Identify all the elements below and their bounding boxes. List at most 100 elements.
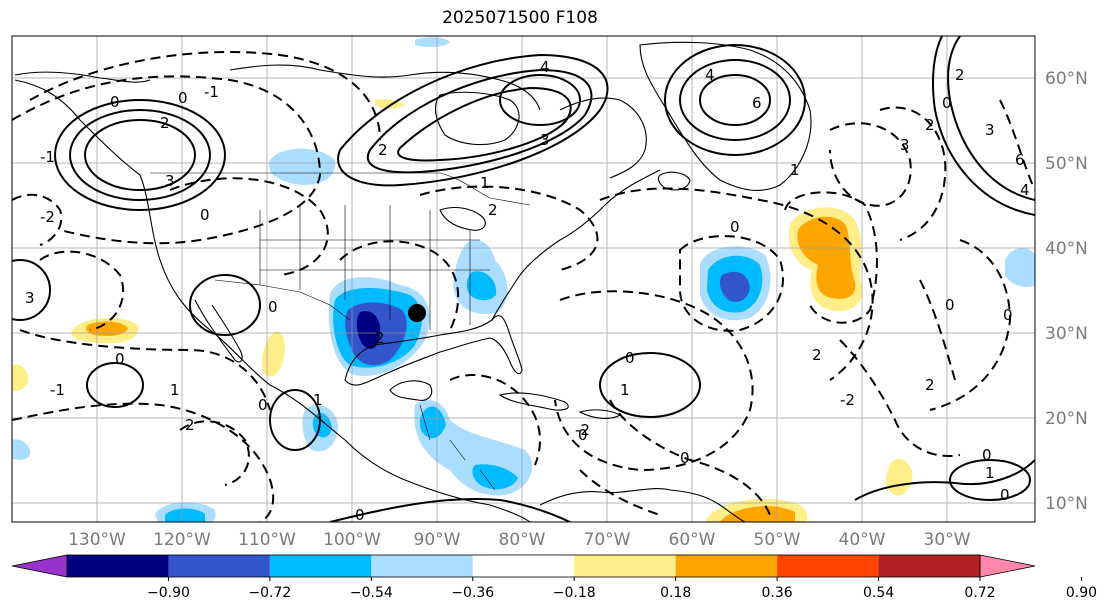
contour-neg-20 — [179, 420, 250, 486]
contour-label-3-d: 3 — [900, 136, 910, 154]
lon-label-60w: 60°W — [669, 530, 716, 550]
coast-great-lakes — [439, 206, 486, 231]
contour-label-0-d: 0 — [115, 350, 125, 368]
coast-gulf-mexico — [344, 315, 523, 386]
colorbar-tick-label: 0.36 — [762, 585, 793, 601]
colorbar-extend-low — [11, 554, 68, 578]
contour-label-6-b: 6 — [1015, 151, 1025, 169]
border-us-canada — [150, 172, 531, 206]
lon-label-90w: 90°W — [414, 530, 461, 550]
border-central-america — [419, 404, 496, 491]
lon-label-100w: 100°W — [323, 530, 381, 550]
contour-label-2-d: 2 — [378, 141, 388, 159]
coast-cuba — [498, 392, 569, 411]
contour-pos-pac — [86, 362, 144, 408]
contour-neg-16 — [449, 374, 541, 466]
lon-label-130w: 130°W — [68, 530, 126, 550]
contour-neg-7 — [784, 191, 878, 324]
colorbar-segment — [371, 555, 473, 577]
colorbar-tick-label: 0.54 — [863, 585, 894, 601]
contour-pos-west-1 — [84, 119, 196, 191]
contour-label-0-o: 0 — [1000, 486, 1010, 504]
contour-label-0-b: 0 — [178, 89, 188, 107]
contour-neg-1 — [12, 75, 322, 245]
contour-neg-11 — [554, 290, 754, 472]
contour-neg-9 — [829, 122, 912, 207]
contour-label-2-e: 2 — [488, 201, 498, 219]
lon-label-50w: 50°W — [754, 530, 801, 550]
shade-light-blue-can — [269, 148, 336, 185]
contour-pos-atl — [599, 352, 701, 418]
contour-label-neg1-c: -1 — [50, 381, 65, 399]
lat-label-40n: 40°N — [1045, 239, 1088, 259]
contour-label-2-a: 2 — [160, 114, 170, 132]
contour-label-0-h: 0 — [730, 218, 740, 236]
contour-label-neg1-b: -1 — [40, 148, 55, 166]
contour-pos-se — [949, 459, 1031, 501]
shade-cyan-car — [419, 406, 446, 439]
contour-label-neg1-a: -1 — [204, 83, 219, 101]
colorbar-tick-label: 0.18 — [660, 585, 691, 601]
contour-label-0-m: 0 — [1003, 306, 1013, 324]
coast-south-america — [539, 488, 746, 522]
contour-neg-19 — [919, 279, 956, 381]
shade-orange-atl — [797, 216, 856, 300]
contour-neg-3 — [169, 177, 329, 276]
contour-pos-north-2 — [367, 68, 593, 174]
contour-label-0-a: 0 — [110, 93, 120, 111]
contour-label-2-f: 2 — [812, 346, 822, 364]
lon-label-40w: 40°W — [839, 530, 886, 550]
shade-light-blue-top — [415, 37, 450, 47]
contour-label-3-c: 3 — [540, 131, 550, 149]
lat-label-30n: 30°N — [1045, 324, 1088, 344]
contour-neg-10 — [929, 239, 1012, 411]
political-borders — [150, 172, 531, 491]
colorbar-segment — [777, 555, 879, 577]
contour-pos-left — [12, 259, 51, 321]
coast-hudson-bay — [434, 91, 520, 146]
contour-label-0-c: 0 — [200, 206, 210, 224]
contour-label-1-e: 1 — [620, 381, 630, 399]
contour-label-3-b: 3 — [25, 289, 35, 307]
colorbar: −0.90 −0.72 −0.54 −0.36 −0.18 0.18 0.36 0.54 0.7… — [11, 554, 1097, 601]
contour-pos-gl-3 — [699, 74, 771, 126]
contours-dashed — [12, 51, 1035, 522]
shaded-regions — [12, 37, 1035, 522]
contour-neg-17 — [609, 399, 771, 516]
contour-label-1-b: 1 — [313, 391, 323, 409]
contour-pos-north-1 — [337, 53, 609, 187]
colorbar-frame — [66, 554, 981, 578]
contour-label-3-e: 3 — [985, 121, 995, 139]
lat-label-60n: 60°N — [1045, 69, 1088, 89]
colorbar-tick-label: −0.72 — [248, 585, 291, 601]
contour-label-0-n: 0 — [982, 446, 992, 464]
lat-label-20n: 20°N — [1045, 409, 1088, 429]
coast-east-us — [491, 169, 661, 321]
contour-label-neg2-b: -2 — [575, 421, 590, 439]
map-frame — [11, 35, 1036, 523]
colorbar-segment — [878, 555, 980, 577]
lat-label-50n: 50°N — [1045, 154, 1088, 174]
contour-label-3-a: 3 — [165, 172, 175, 190]
contour-neg-21 — [999, 99, 1035, 191]
contour-neg-6 — [679, 235, 785, 332]
contour-pos-west-2 — [69, 109, 211, 201]
contour-label-1-d: 1 — [790, 161, 800, 179]
coastlines — [14, 41, 812, 522]
contour-neg-12 — [39, 250, 125, 331]
colorbar-tick-label: −0.54 — [350, 585, 393, 601]
shade-yellow-left — [12, 364, 29, 392]
shade-light-blue-east — [1005, 248, 1035, 287]
shade-cyan-spac — [165, 508, 205, 522]
contour-label-neg2-c: -2 — [840, 391, 855, 409]
contour-neg-18 — [839, 339, 961, 457]
colorbar-extend-high — [979, 554, 1036, 578]
lat-label-10n: 10°N — [1045, 494, 1088, 514]
contours-solid — [12, 36, 1035, 522]
contour-pos-mex2 — [269, 389, 321, 451]
colorbar-segment — [574, 555, 676, 577]
contour-pos-gl-2 — [664, 44, 806, 156]
contour-pos-bottom — [329, 498, 571, 522]
contour-neg-23 — [579, 469, 661, 516]
